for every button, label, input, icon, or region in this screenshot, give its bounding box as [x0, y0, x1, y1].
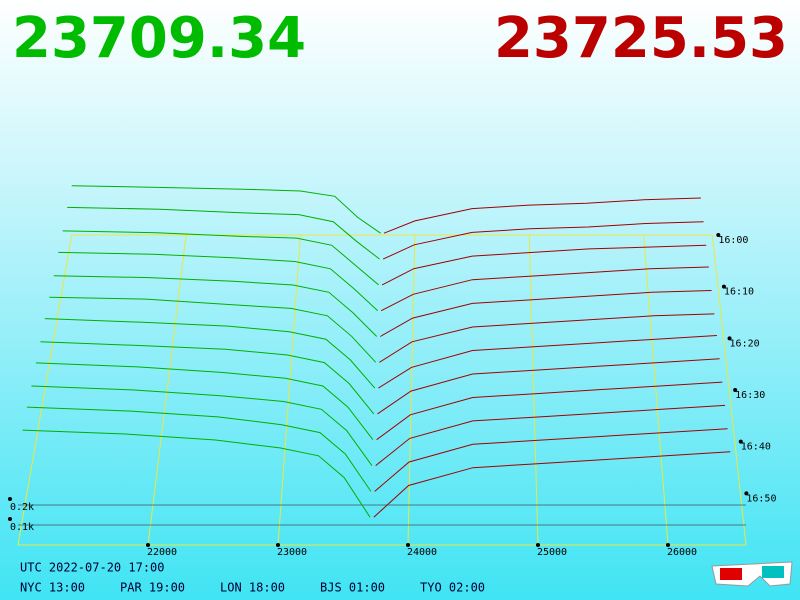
x-tick-label: 25000 [537, 547, 567, 558]
ask-depth-line [374, 428, 728, 492]
ask-depth-line [380, 266, 709, 312]
ask-depth-line [383, 197, 701, 234]
ask-depth-line [379, 313, 715, 363]
glasses-icon [711, 561, 793, 587]
tick-dot [8, 517, 12, 521]
tick-dot [727, 336, 732, 341]
z-tick-label: 16:30 [735, 390, 765, 401]
ask-depth-line [376, 381, 723, 441]
tick-dot [146, 543, 150, 547]
grid-line [528, 234, 539, 546]
ask-depth-line [380, 290, 712, 337]
bid-depth-line [49, 296, 377, 363]
bid-price: 23709.34 [12, 6, 307, 71]
bid-depth-line [31, 385, 373, 466]
z-tick-label: 16:10 [724, 287, 754, 298]
ask-depth-line [375, 404, 726, 466]
city-time: NYC 13:00 [20, 581, 85, 595]
z-tick-label: 16:20 [730, 338, 760, 349]
frame-right [711, 234, 747, 546]
grid-line [147, 234, 187, 546]
x-tick-label: 23000 [277, 547, 307, 558]
bid-depth-line [40, 341, 375, 415]
bid-depth-line [67, 206, 380, 260]
tick-dot [733, 388, 738, 392]
x-tick-label: 24000 [407, 547, 437, 558]
bid-depth-line [44, 318, 376, 389]
tick-dot [666, 543, 670, 547]
tick-dot [738, 439, 743, 444]
frame-left [17, 234, 73, 546]
y-tick-label: 0.2k [10, 502, 34, 513]
bid-depth-line [58, 251, 379, 312]
ask-depth-line [382, 221, 704, 260]
ask-price: 23725.53 [493, 6, 788, 71]
tick-dot [276, 543, 280, 547]
tick-dot [716, 233, 721, 237]
x-tick-label: 26000 [667, 547, 697, 558]
ask-depth-line [377, 358, 720, 415]
utc-time: UTC 2022-07-20 17:00 [20, 561, 165, 575]
tick-dot [744, 491, 749, 496]
z-tick-label: 16:50 [746, 493, 776, 504]
tick-dot [536, 543, 540, 547]
city-time: PAR 19:00 [120, 581, 185, 595]
ask-depth-line [381, 244, 707, 286]
ask-depth-line [373, 451, 731, 518]
bid-depth-line [22, 429, 371, 518]
bid-depth-line [35, 362, 374, 441]
z-tick-label: 16:00 [718, 235, 748, 246]
city-time: LON 18:00 [220, 581, 285, 595]
x-tick-label: 22000 [147, 547, 177, 558]
tick-dot [8, 497, 12, 501]
grid-line [407, 234, 416, 546]
tick-dot [721, 284, 726, 289]
bid-depth-line [62, 230, 379, 286]
tick-dot [406, 543, 410, 547]
y-tick-label: 0.1k [10, 522, 34, 533]
city-time: BJS 01:00 [320, 581, 385, 595]
bid-depth-line [53, 275, 378, 337]
city-time: TYO 02:00 [420, 581, 485, 595]
grid-line [643, 234, 669, 546]
ask-depth-line [378, 335, 717, 389]
bid-depth-line [71, 185, 381, 234]
bid-depth-line [26, 406, 372, 492]
z-tick-label: 16:40 [741, 442, 771, 453]
grid-line [277, 234, 301, 546]
